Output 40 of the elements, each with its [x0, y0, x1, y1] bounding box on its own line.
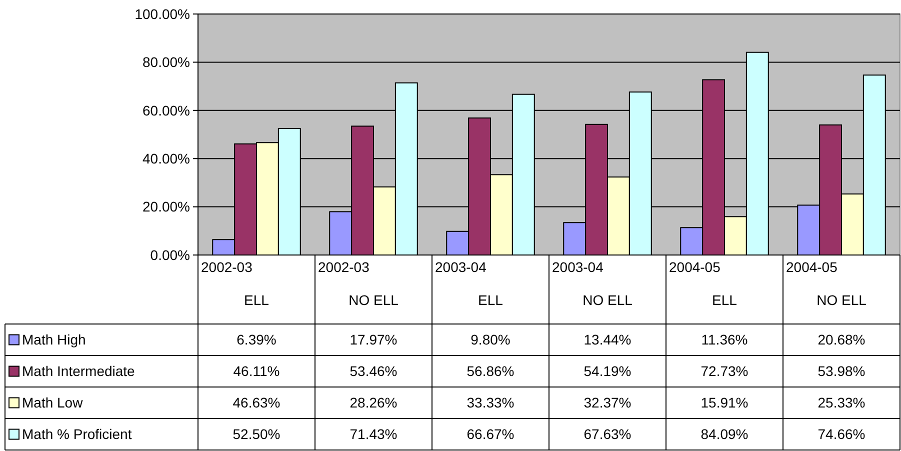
category-label: 2002-03 NO ELL: [318, 259, 398, 308]
data-label: 67.63%: [584, 426, 632, 442]
data-label: 17.97%: [350, 332, 398, 348]
y-tick-label: 20.00%: [142, 198, 190, 215]
legend-label: Math High: [22, 332, 86, 348]
data-label: 72.73%: [700, 363, 748, 380]
data-label: 6.39%: [236, 332, 276, 348]
data-label: 13.44%: [584, 332, 632, 348]
category-label: 2003-04 ELL: [435, 259, 503, 308]
data-label: 15.91%: [700, 394, 748, 411]
data-label: 56.86%: [466, 363, 514, 380]
data-label: 52.50%: [232, 426, 280, 442]
y-tick-label: 80.00%: [142, 54, 190, 70]
legend-label: Math % Proficient: [22, 426, 132, 442]
data-label: 25.33%: [818, 394, 866, 411]
data-label: 66.67%: [466, 426, 514, 442]
data-label: 32.37%: [584, 394, 632, 411]
y-tick-label: 0.00%: [150, 246, 190, 263]
y-tick-label: 40.00%: [142, 150, 190, 166]
data-label: 74.66%: [818, 426, 866, 442]
category-label: 2003-04 NO ELL: [552, 259, 632, 308]
y-tick-label: 60.00%: [142, 102, 190, 118]
data-label: 28.26%: [350, 394, 398, 411]
data-label: 11.36%: [701, 332, 748, 348]
data-label: 54.19%: [584, 363, 632, 380]
data-label: 33.33%: [466, 394, 514, 411]
data-label: 9.80%: [470, 332, 510, 348]
category-label: 2004-05 NO ELL: [786, 259, 866, 308]
category-label: 2002-03 ELL: [201, 259, 269, 308]
category-label: 2004-05 ELL: [669, 259, 737, 308]
data-label: 53.98%: [818, 363, 866, 380]
data-label: 84.09%: [700, 426, 748, 442]
data-label: 46.11%: [233, 363, 280, 380]
legend-label: Math Intermediate: [22, 363, 136, 380]
data-label: 46.63%: [232, 394, 280, 411]
data-label: 53.46%: [350, 363, 398, 380]
y-tick-label: 100.00%: [134, 6, 190, 22]
data-label: 71.43%: [350, 426, 398, 442]
data-label: 20.68%: [818, 332, 866, 348]
legend-label: Math Low: [22, 394, 84, 411]
